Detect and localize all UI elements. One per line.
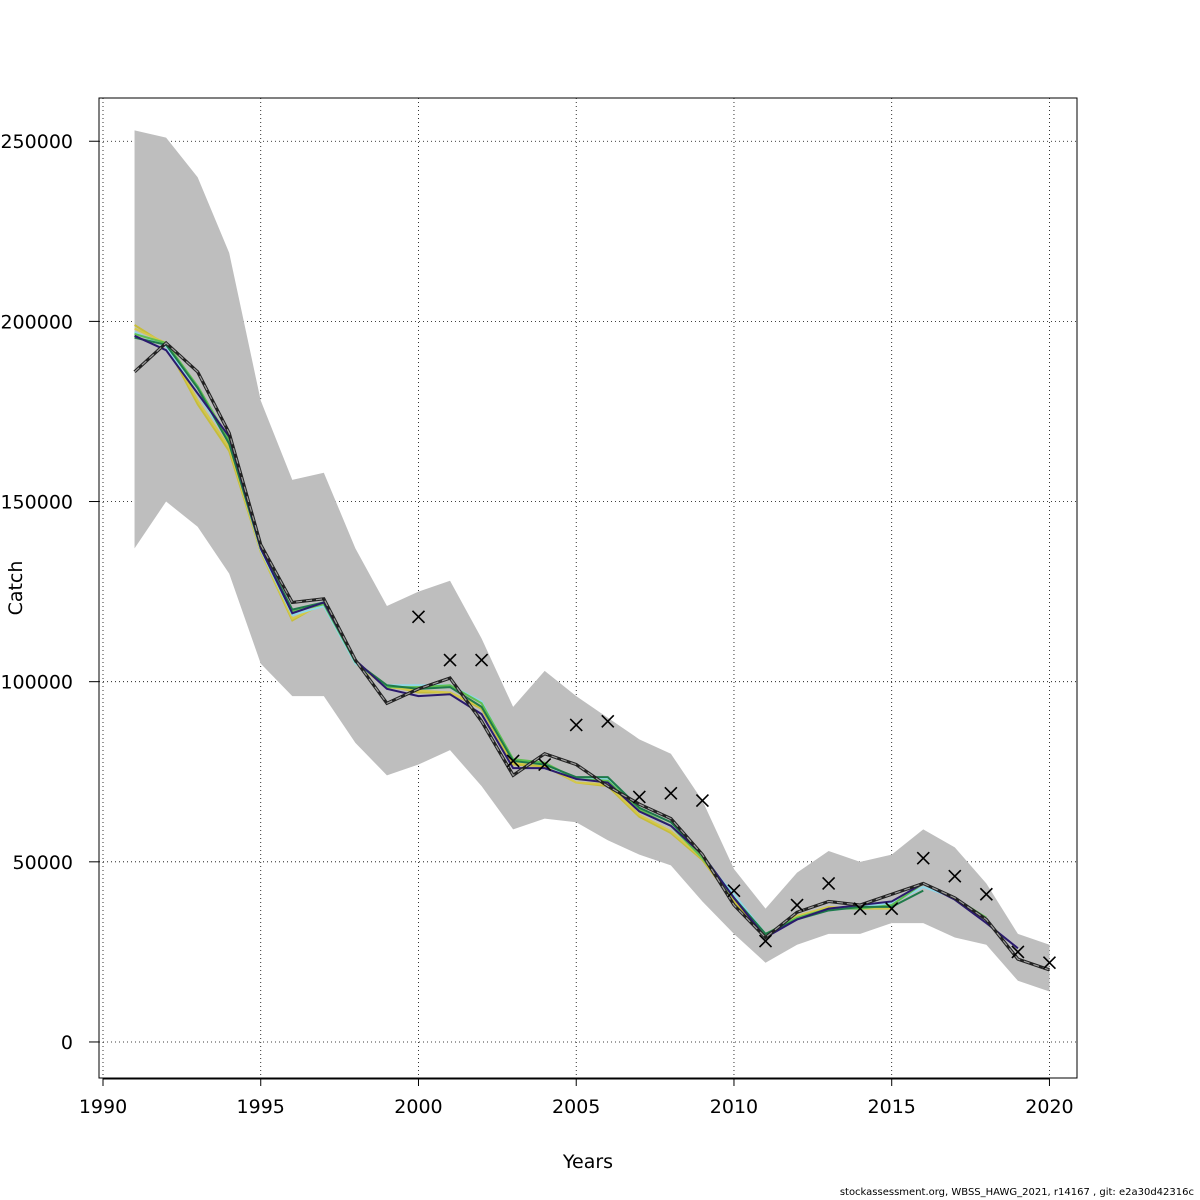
y-tick-label: 100000 <box>0 672 73 694</box>
observed-point <box>885 902 899 916</box>
x-tick-label: 2005 <box>552 1096 600 1118</box>
observed-point <box>948 869 962 883</box>
observed-point <box>411 610 426 624</box>
observed-point <box>664 786 678 800</box>
observed-point <box>506 754 520 768</box>
observed-point <box>569 718 583 732</box>
observed-point <box>758 934 773 948</box>
observed-point <box>1042 956 1057 970</box>
observed-point <box>1011 945 1025 959</box>
observed-point <box>916 851 930 865</box>
y-tick-label: 250000 <box>0 131 73 153</box>
x-tick-label: 2000 <box>394 1096 442 1118</box>
observed-point <box>538 757 552 772</box>
observed-point <box>790 898 804 912</box>
x-tick-label: 2020 <box>1025 1096 1073 1118</box>
confidence-band-area <box>134 130 1050 992</box>
y-tick-label: 50000 <box>13 852 73 874</box>
observed-point <box>601 714 615 728</box>
confidence-band <box>134 130 1050 992</box>
x-tick-label: 2010 <box>710 1096 758 1118</box>
observed-point <box>727 884 741 898</box>
y-tick-label: 200000 <box>0 311 73 333</box>
plot-frame <box>98 97 1078 1079</box>
axes: 1990 1995 2000 2005 2010 2015 2020 0 50000 100000… <box>0 131 1073 1118</box>
observed-point <box>443 653 457 667</box>
observed-point <box>632 790 646 804</box>
footer-credit: stockassessment.org, WBSS_HAWG_2021, r14… <box>839 1187 1194 1198</box>
estimate-line-dash <box>134 342 1050 971</box>
y-axis-title: Catch <box>5 561 27 616</box>
observed-point <box>695 794 709 808</box>
x-tick-label: 2015 <box>868 1096 916 1118</box>
retro-series-line <box>134 334 1019 950</box>
y-tick-label: 150000 <box>0 492 73 514</box>
observed-point <box>475 653 489 667</box>
observed-point <box>822 876 836 891</box>
series-lines <box>133 324 1050 972</box>
y-tick-label: 0 <box>61 1032 73 1054</box>
x-tick-label: 1995 <box>237 1096 285 1118</box>
observed-point <box>979 887 993 901</box>
observed-point <box>853 902 867 916</box>
x-axis-title: Years <box>562 1151 613 1173</box>
observed-points <box>411 610 1057 970</box>
x-tick-label: 1990 <box>79 1096 127 1118</box>
